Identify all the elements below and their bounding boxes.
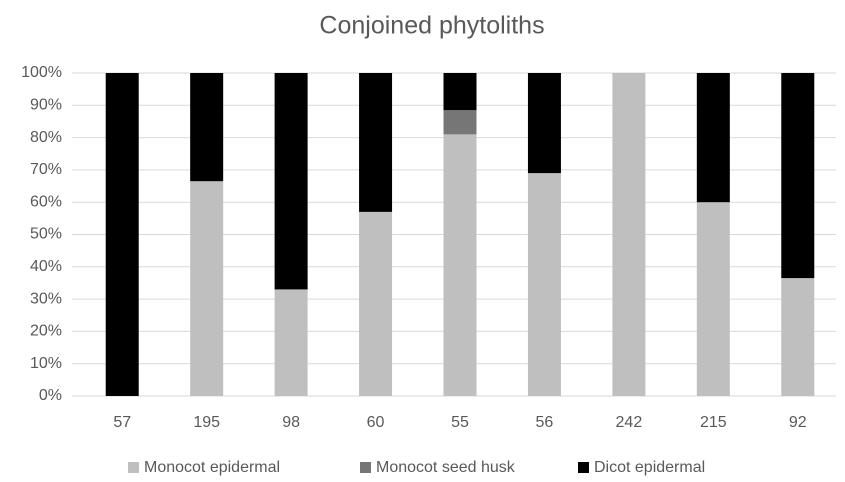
y-tick-label: 40% [30, 258, 62, 275]
x-tick-label: 215 [700, 414, 727, 431]
legend-swatch [578, 462, 589, 473]
bar-segment [781, 278, 815, 396]
y-tick-label: 0% [39, 387, 62, 404]
legend-label: Dicot epidermal [594, 459, 705, 476]
y-tick-label: 20% [30, 323, 62, 340]
bar-segment [781, 73, 815, 279]
bar-segment [443, 134, 477, 396]
x-tick-label: 242 [616, 414, 643, 431]
legend-swatch [128, 462, 139, 473]
bar-segment [443, 110, 477, 135]
bar-segment [105, 73, 139, 396]
x-tick-label: 98 [282, 414, 300, 431]
y-tick-label: 90% [30, 97, 62, 114]
bar-segment [190, 181, 224, 396]
y-tick-label: 80% [30, 129, 62, 146]
x-tick-label: 55 [451, 414, 469, 431]
chart-title: Conjoined phytoliths [319, 12, 544, 40]
bar-segment [359, 211, 393, 396]
y-tick-label: 50% [30, 226, 62, 243]
bar-segment [527, 73, 561, 174]
y-tick-label: 100% [21, 64, 62, 81]
x-tick-label: 56 [536, 414, 554, 431]
bar-segment [274, 289, 308, 396]
y-tick-label: 10% [30, 355, 62, 372]
y-tick-label: 30% [30, 290, 62, 307]
legend-swatch [360, 462, 371, 473]
x-tick-label: 57 [113, 414, 131, 431]
bar-segment [274, 73, 308, 290]
bar-segment [696, 73, 730, 203]
bar-segment [190, 73, 224, 182]
x-tick-label: 195 [193, 414, 220, 431]
x-tick-label: 92 [789, 414, 807, 431]
bar-segment [612, 73, 646, 396]
legend-label: Monocot seed husk [376, 459, 516, 476]
bar-segment [443, 73, 477, 111]
y-tick-label: 60% [30, 193, 62, 210]
bar-segment [359, 73, 393, 212]
y-tick-label: 70% [30, 161, 62, 178]
x-tick-label: 60 [367, 414, 385, 431]
bar-segment [527, 173, 561, 396]
legend-label: Monocot epidermal [144, 459, 280, 476]
bar-segment [696, 202, 730, 396]
